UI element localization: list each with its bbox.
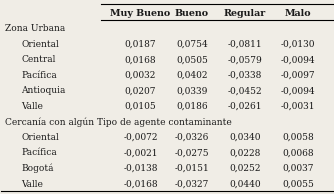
Text: 0,0187: 0,0187 (125, 40, 156, 49)
Text: 0,0754: 0,0754 (176, 40, 208, 49)
Text: -0,0338: -0,0338 (228, 71, 262, 80)
Text: -0,0094: -0,0094 (281, 86, 315, 95)
Text: -0,0151: -0,0151 (174, 164, 209, 173)
Text: -0,0031: -0,0031 (281, 102, 315, 111)
Text: Pacífica: Pacífica (21, 148, 57, 158)
Text: -0,0138: -0,0138 (123, 164, 158, 173)
Text: 0,0058: 0,0058 (282, 133, 314, 142)
Text: -0,0275: -0,0275 (175, 148, 209, 158)
Text: -0,0072: -0,0072 (123, 133, 158, 142)
Text: Pacífica: Pacífica (21, 71, 57, 80)
Text: -0,0326: -0,0326 (175, 133, 209, 142)
Text: -0,0021: -0,0021 (123, 148, 158, 158)
Text: 0,0505: 0,0505 (176, 55, 208, 64)
Text: Bogotá: Bogotá (21, 164, 54, 173)
Text: 0,0105: 0,0105 (125, 102, 156, 111)
Text: 0,0186: 0,0186 (176, 102, 208, 111)
Text: Regular: Regular (224, 9, 266, 17)
Text: 0,0340: 0,0340 (229, 133, 261, 142)
Text: Muy Bueno: Muy Bueno (110, 9, 171, 17)
Text: -0,0130: -0,0130 (281, 40, 315, 49)
Text: Bueno: Bueno (175, 9, 209, 17)
Text: Valle: Valle (21, 102, 43, 111)
Text: 0,0055: 0,0055 (282, 180, 314, 189)
Text: Central: Central (21, 55, 56, 64)
Text: -0,0094: -0,0094 (281, 55, 315, 64)
Text: -0,0579: -0,0579 (227, 55, 262, 64)
Text: Cercanía con algún Tipo de agente contaminante: Cercanía con algún Tipo de agente contam… (5, 117, 231, 127)
Text: -0,0261: -0,0261 (227, 102, 262, 111)
Text: 0,0252: 0,0252 (229, 164, 261, 173)
Text: 0,0032: 0,0032 (125, 71, 156, 80)
Text: 0,0207: 0,0207 (125, 86, 156, 95)
Text: -0,0168: -0,0168 (123, 180, 158, 189)
Text: 0,0228: 0,0228 (229, 148, 261, 158)
Text: -0,0811: -0,0811 (227, 40, 262, 49)
Text: 0,0037: 0,0037 (282, 164, 314, 173)
Text: -0,0452: -0,0452 (227, 86, 262, 95)
Text: Valle: Valle (21, 180, 43, 189)
Text: 0,0168: 0,0168 (125, 55, 156, 64)
Text: 0,0440: 0,0440 (229, 180, 261, 189)
Text: Oriental: Oriental (21, 40, 59, 49)
Text: -0,0097: -0,0097 (281, 71, 315, 80)
Text: 0,0339: 0,0339 (176, 86, 207, 95)
Text: Oriental: Oriental (21, 133, 59, 142)
Text: -0,0327: -0,0327 (175, 180, 209, 189)
Text: 0,0402: 0,0402 (176, 71, 208, 80)
Text: 0,0068: 0,0068 (282, 148, 314, 158)
Text: Malo: Malo (285, 9, 311, 17)
Text: Antioquia: Antioquia (21, 86, 66, 95)
Text: Zona Urbana: Zona Urbana (5, 24, 65, 33)
